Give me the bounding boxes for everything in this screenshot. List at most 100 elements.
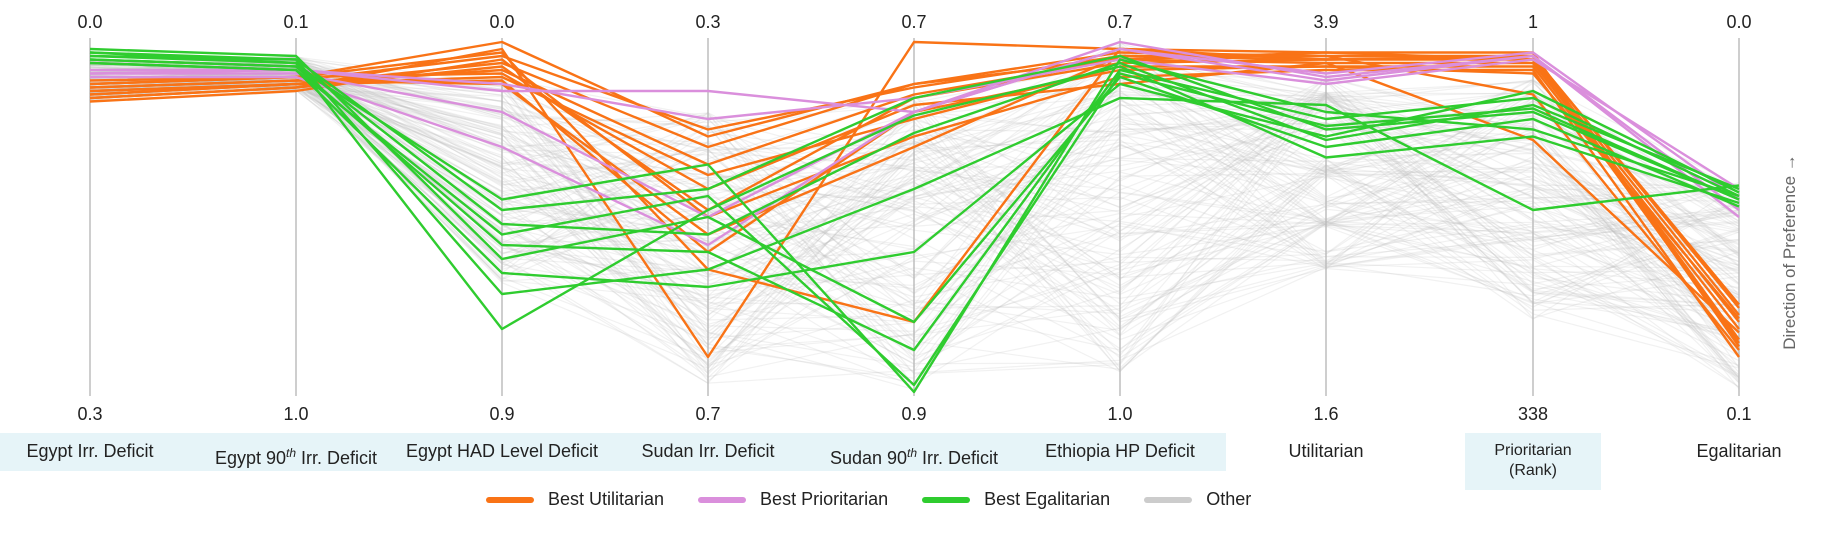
legend-label: Best Egalitarian — [984, 489, 1111, 509]
legend-swatch — [698, 496, 747, 503]
axis-name: Prioritarian (Rank) — [1494, 442, 1572, 479]
series-line — [89, 51, 1740, 331]
other-line — [89, 58, 1740, 285]
other-line — [89, 58, 1740, 280]
axis-name: Egypt 90th Irr. Deficit — [214, 446, 378, 468]
other-line — [89, 65, 1740, 286]
axis-top-tick: 1 — [1527, 12, 1539, 32]
series-line — [89, 65, 1740, 320]
other-line — [89, 56, 1740, 342]
legend-swatch — [922, 496, 971, 503]
other-line — [89, 58, 1740, 352]
other-line — [89, 78, 1740, 235]
axis-bottom-tick: 1.0 — [1107, 404, 1133, 424]
legend-swatch — [1144, 496, 1193, 503]
other-line — [89, 77, 1740, 269]
other-line — [89, 84, 1740, 343]
other-line — [89, 67, 1740, 318]
other-line — [89, 63, 1740, 369]
axis-top-tick: 0.1 — [283, 12, 309, 32]
other-line — [89, 58, 1740, 379]
other-line — [89, 64, 1740, 331]
other-line — [89, 88, 1740, 321]
other-line — [89, 78, 1740, 388]
other-line — [89, 58, 1740, 290]
axis-top-tick: 0.0 — [489, 12, 515, 32]
other-line — [89, 81, 1740, 358]
other-line — [89, 80, 1740, 379]
other-line — [89, 59, 1740, 373]
legend-swatch — [486, 496, 534, 503]
other-line — [89, 60, 1740, 354]
axis-name: Sudan Irr. Deficit — [641, 441, 775, 461]
other-line — [89, 66, 1740, 315]
other-line — [89, 61, 1740, 316]
other-line — [89, 82, 1740, 390]
other-line — [89, 74, 1740, 373]
legend-label: Best Prioritarian — [760, 489, 889, 509]
other-line — [89, 62, 1740, 365]
other-line — [89, 77, 1740, 336]
axis-top-tick: 0.7 — [1107, 12, 1133, 32]
legend-item: Best Egalitarian — [922, 489, 1110, 510]
other-line — [89, 69, 1740, 333]
other-line — [89, 51, 1740, 362]
axis-label-background — [0, 433, 1226, 471]
other-line — [89, 64, 1740, 326]
axis-top-tick: 0.7 — [901, 12, 927, 32]
other-line — [89, 62, 1740, 339]
legend-label: Best Utilitarian — [548, 489, 665, 509]
other-line — [89, 63, 1740, 366]
axis-name: Ethiopia HP Deficit — [1045, 441, 1195, 461]
axis-label-background-rank — [1465, 433, 1601, 490]
other-line — [89, 63, 1740, 273]
other-line — [89, 60, 1740, 354]
legend-item: Best Utilitarian — [486, 489, 664, 510]
series-line — [89, 54, 1740, 236]
axis-name: Egalitarian — [1696, 441, 1782, 461]
axis-name: Egypt HAD Level Deficit — [405, 441, 599, 461]
other-line — [89, 43, 1740, 352]
legend: Best Utilitarian Best Prioritarian Best Eg… — [486, 489, 1251, 510]
series-line — [89, 58, 1740, 394]
series-line — [89, 54, 1740, 296]
other-line — [89, 72, 1740, 370]
other-line — [89, 63, 1740, 269]
other-line — [89, 69, 1740, 332]
axis-bottom-tick: 1.6 — [1313, 404, 1339, 424]
other-line — [89, 80, 1740, 335]
series-line — [90, 47, 1740, 247]
other-line — [89, 65, 1740, 367]
direction-of-preference-label: Direction of Preference → — [1780, 154, 1799, 350]
axis-bottom-tick: 0.3 — [77, 404, 103, 424]
other-line — [89, 80, 1740, 292]
axis-bottom-tick: 0.7 — [695, 404, 721, 424]
axis-bottom-tick: 0.1 — [1726, 404, 1752, 424]
other-line — [89, 69, 1740, 358]
axis-bottom-tick: 0.9 — [901, 404, 927, 424]
other-line — [89, 63, 1740, 378]
other-line — [89, 79, 1740, 317]
other-line — [89, 60, 1740, 315]
axis-bottom-tick: 0.9 — [489, 404, 515, 424]
legend-item: Other — [1144, 489, 1251, 510]
other-line — [89, 75, 1740, 313]
axis-top-tick: 0.3 — [695, 12, 721, 32]
series-best-egalitarian — [89, 47, 1740, 394]
other-line — [89, 89, 1740, 372]
other-line — [89, 69, 1740, 370]
series-line — [89, 61, 1740, 387]
other-line — [89, 49, 1740, 364]
axis-top-tick: 3.9 — [1313, 12, 1339, 32]
other-line — [89, 61, 1740, 362]
other-line — [89, 69, 1740, 353]
other-line — [89, 79, 1740, 309]
other-line — [89, 70, 1740, 260]
other-line — [89, 59, 1740, 384]
axis-bottom-tick: 1.0 — [283, 404, 309, 424]
other-line — [89, 68, 1740, 379]
other-line — [89, 73, 1740, 248]
other-line — [89, 74, 1740, 340]
other-line — [89, 75, 1740, 307]
